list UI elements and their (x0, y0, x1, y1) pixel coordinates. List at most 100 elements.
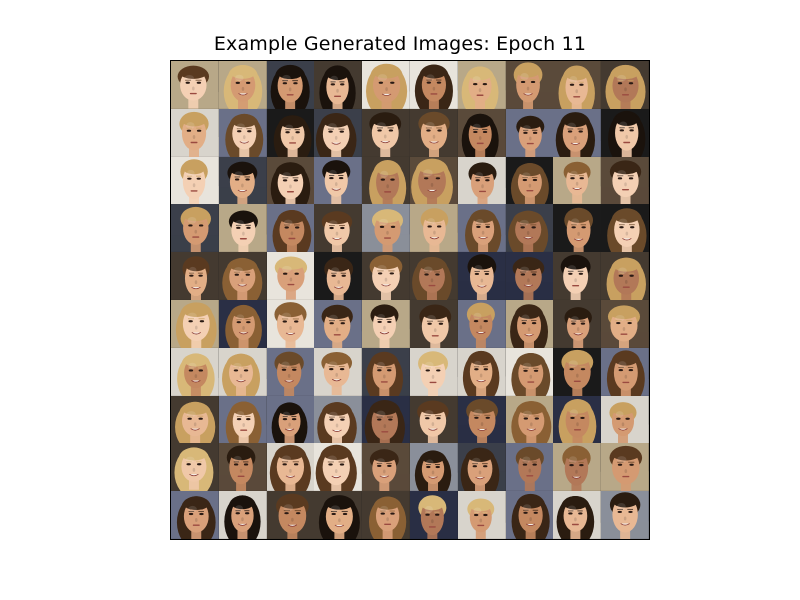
generated-face-image (601, 347, 649, 396)
generated-face-image (171, 299, 219, 348)
generated-face-image (171, 491, 219, 539)
generated-face-image (171, 204, 219, 253)
generated-face-image (314, 156, 363, 205)
figure-title: Example Generated Images: Epoch 11 (213, 33, 587, 55)
generated-face-image (362, 108, 410, 157)
generated-face-image (409, 108, 458, 157)
generated-face-image (314, 252, 363, 300)
generated-face-image (601, 443, 649, 492)
generated-face-image (505, 443, 554, 492)
generated-face-image (505, 156, 554, 205)
generated-face-image (171, 156, 219, 205)
generated-face-image (457, 108, 506, 157)
generated-face-image (601, 61, 649, 109)
generated-face-image (457, 61, 506, 109)
generated-face-image (601, 252, 649, 300)
generated-face-image (601, 108, 649, 157)
generated-face-image (457, 204, 506, 253)
generated-face-image (505, 252, 554, 300)
generated-face-image (362, 395, 410, 444)
generated-face-image (457, 156, 506, 205)
generated-face-image (505, 347, 554, 396)
generated-face-image (266, 395, 315, 444)
generated-face-image (171, 347, 219, 396)
generated-face-image (409, 156, 458, 205)
generated-face-image (553, 347, 602, 396)
generated-face-image (505, 204, 554, 253)
generated-face-image (553, 443, 602, 492)
generated-face-image (218, 491, 267, 539)
generated-face-image (505, 299, 554, 348)
generated-face-image (505, 395, 554, 444)
generated-face-image (553, 204, 602, 253)
generated-face-image (362, 299, 410, 348)
generated-face-image (218, 347, 267, 396)
generated-face-image (218, 61, 267, 109)
generated-face-image (601, 204, 649, 253)
generated-face-image (171, 61, 219, 109)
generated-face-image (553, 491, 602, 539)
generated-face-image (171, 395, 219, 444)
generated-face-image (314, 61, 363, 109)
generated-image-grid (170, 60, 650, 540)
generated-face-image (409, 204, 458, 253)
generated-face-image (601, 156, 649, 205)
generated-face-image (409, 299, 458, 348)
generated-face-image (601, 299, 649, 348)
generated-face-image (409, 443, 458, 492)
generated-face-image (218, 204, 267, 253)
generated-face-image (362, 491, 410, 539)
generated-face-image (553, 156, 602, 205)
generated-face-image (553, 61, 602, 109)
generated-face-image (553, 108, 602, 157)
generated-face-image (553, 299, 602, 348)
generated-face-image (457, 491, 506, 539)
generated-face-image (171, 443, 219, 492)
generated-face-image (457, 252, 506, 300)
generated-face-image (409, 395, 458, 444)
generated-face-image (266, 347, 315, 396)
generated-face-image (218, 443, 267, 492)
generated-face-image (314, 491, 363, 539)
generated-face-image (314, 443, 363, 492)
generated-face-image (218, 395, 267, 444)
generated-face-image (409, 61, 458, 109)
generated-face-image (409, 252, 458, 300)
generated-face-image (314, 204, 363, 253)
generated-face-image (266, 108, 315, 157)
generated-face-image (266, 252, 315, 300)
generated-face-image (553, 252, 602, 300)
generated-face-image (505, 108, 554, 157)
generated-face-image (218, 299, 267, 348)
generated-face-image (266, 443, 315, 492)
generated-face-image (266, 299, 315, 348)
generated-face-image (266, 491, 315, 539)
generated-face-image (457, 443, 506, 492)
generated-face-image (457, 395, 506, 444)
generated-face-image (553, 395, 602, 444)
generated-face-image (218, 156, 267, 205)
generated-face-image (171, 252, 219, 300)
generated-face-image (362, 204, 410, 253)
generated-face-image (218, 108, 267, 157)
generated-face-image (505, 491, 554, 539)
generated-face-image (505, 61, 554, 109)
generated-face-image (457, 299, 506, 348)
generated-face-image (362, 61, 410, 109)
generated-face-image (314, 395, 363, 444)
generated-face-image (409, 491, 458, 539)
generated-face-image (409, 347, 458, 396)
generated-face-image (362, 156, 410, 205)
generated-face-image (314, 299, 363, 348)
generated-face-image (266, 156, 315, 205)
generated-face-image (218, 252, 267, 300)
generated-face-image (314, 347, 363, 396)
generated-face-image (171, 108, 219, 157)
generated-face-image (266, 61, 315, 109)
generated-face-image (457, 347, 506, 396)
generated-face-image (362, 252, 410, 300)
generated-face-image (362, 443, 410, 492)
generated-face-image (314, 108, 363, 157)
generated-face-image (266, 204, 315, 253)
generated-face-image (601, 395, 649, 444)
